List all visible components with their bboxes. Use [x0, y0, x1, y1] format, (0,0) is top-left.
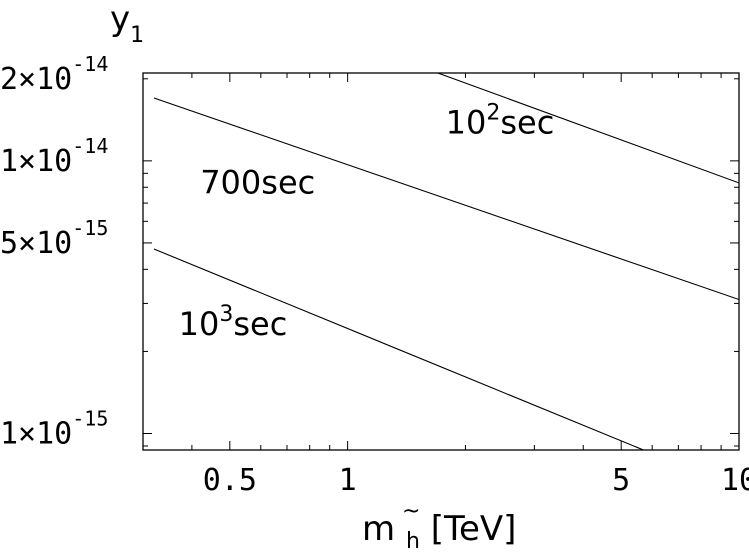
x-tick-label: 5: [612, 463, 630, 498]
annotation-label-2: 700sec: [200, 163, 315, 201]
x-tick-label: 1: [339, 463, 357, 498]
y-tick-label: 1×10-14: [0, 134, 108, 179]
series-line-2: [153, 97, 739, 301]
y-tick-label: 5×10-15: [0, 216, 108, 261]
x-tick-label: 10: [721, 463, 749, 498]
x-axis-label: m h [TeV]: [362, 509, 516, 554]
x-tick-label: 0.5: [203, 463, 257, 498]
y-tick-label: 2×10-14: [0, 52, 108, 97]
series-line-1: [437, 73, 739, 184]
series-line-3: [153, 248, 644, 450]
annotation-label-1: 102sec: [446, 100, 555, 141]
y-axis-label: y1: [110, 0, 144, 48]
annotation-label-3: 103sec: [179, 302, 288, 343]
plot-frame: [142, 72, 740, 451]
y-tick-label: 1×10-15: [0, 407, 108, 452]
x-axis-label-accent: ~: [402, 499, 420, 524]
